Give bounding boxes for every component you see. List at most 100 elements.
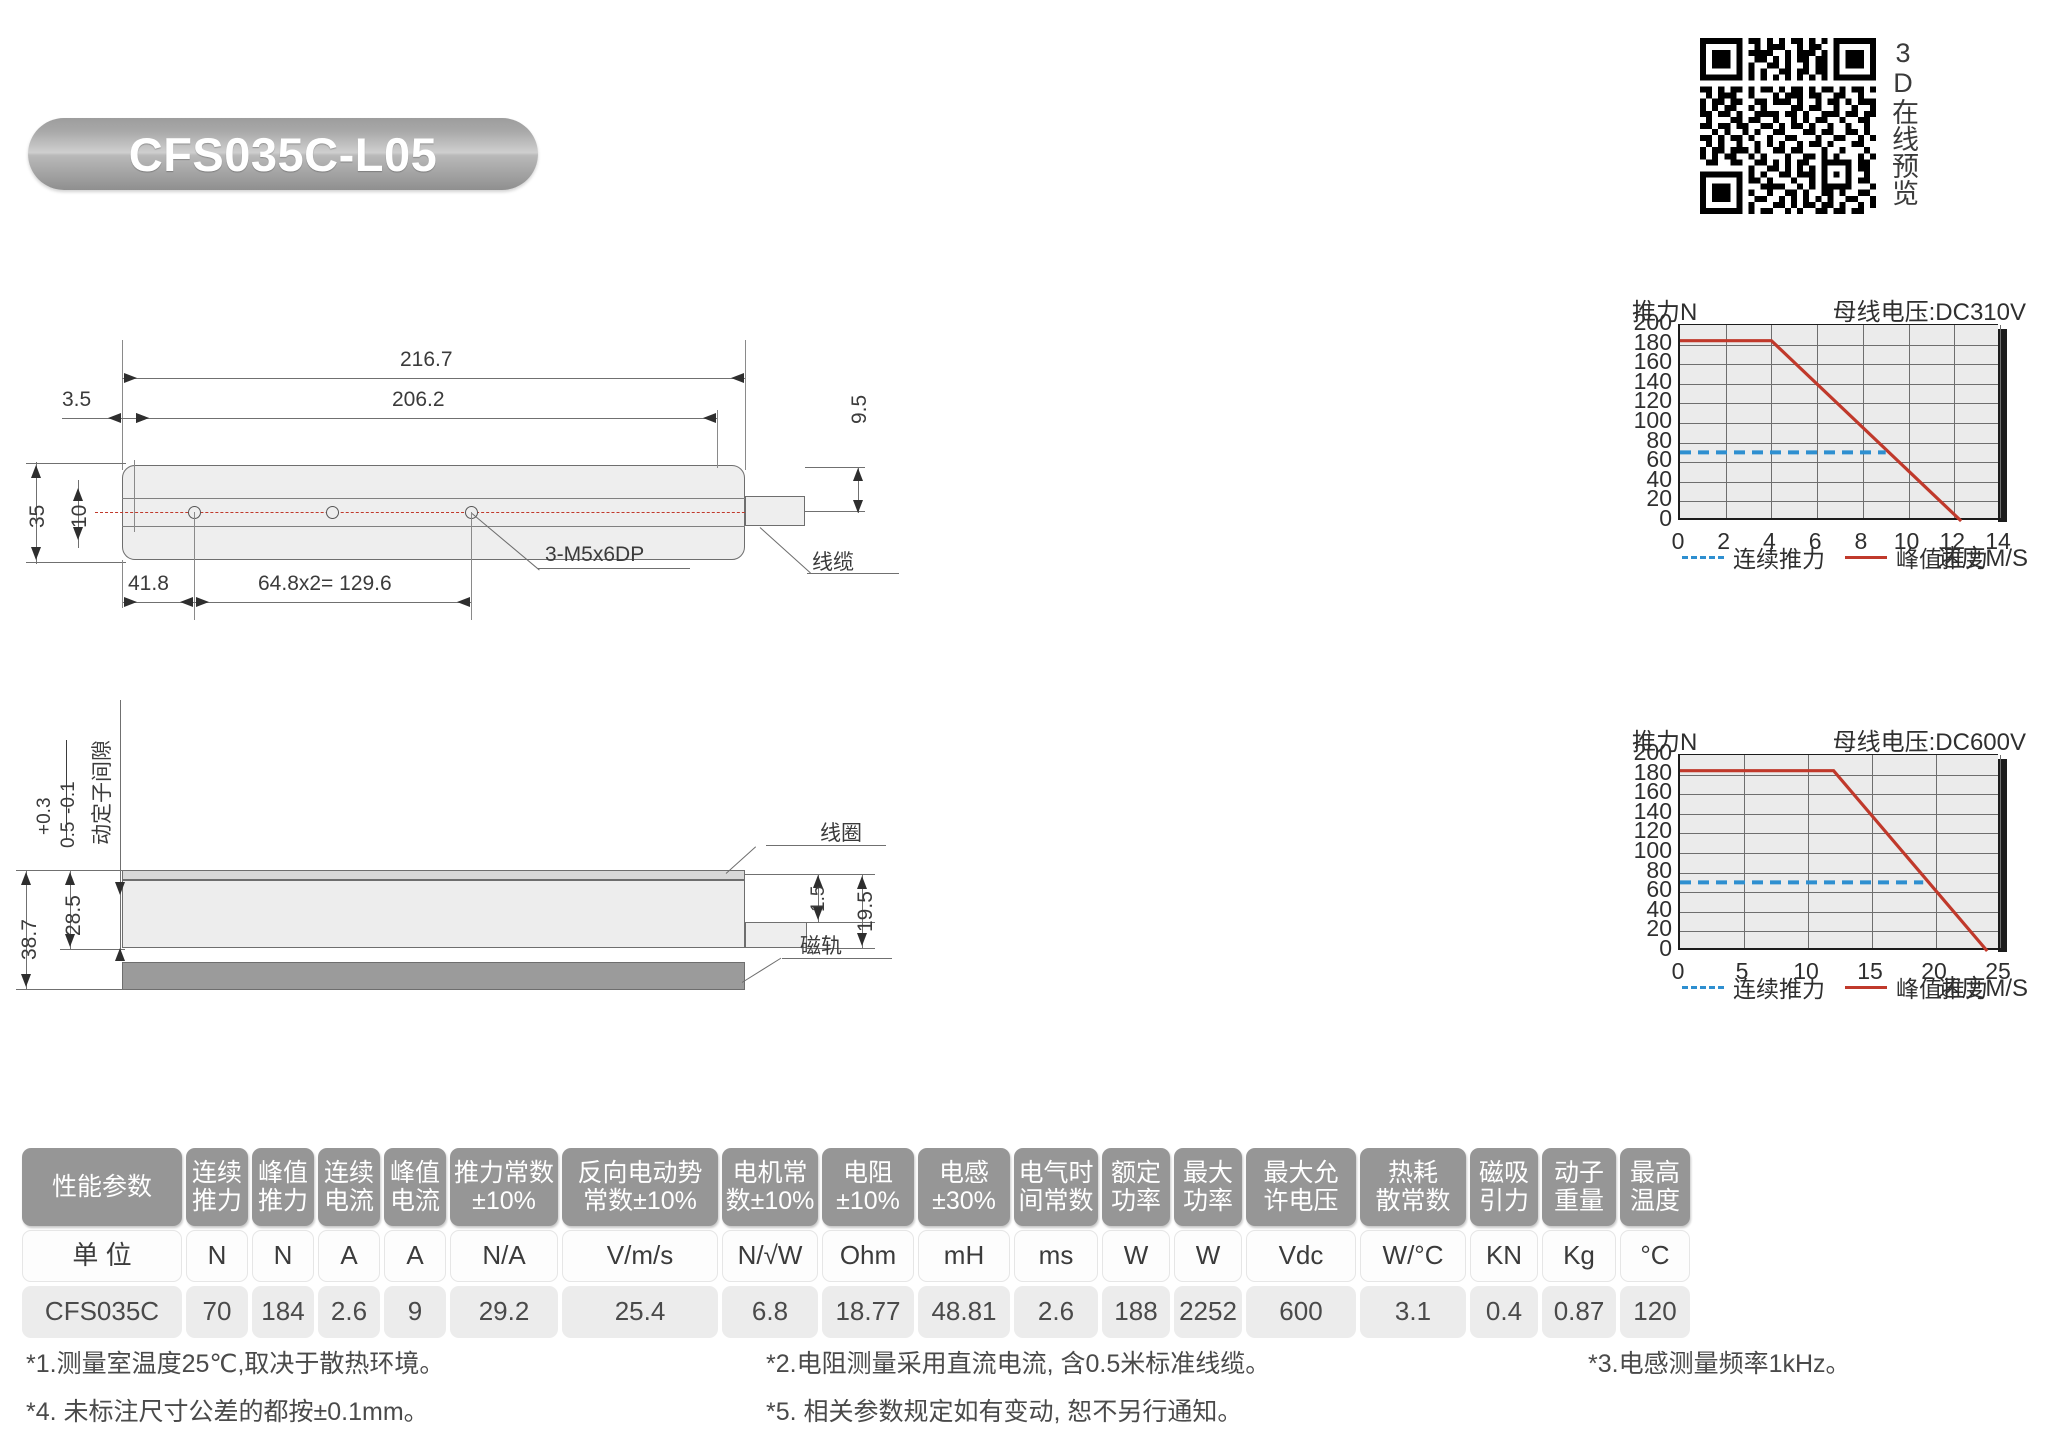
spec-header-line: 连续: [323, 1159, 374, 1187]
legend-peak-force: 峰值推力: [1896, 546, 1988, 572]
spec-header-line: 散常数: [1375, 1187, 1451, 1215]
x-axis-tick-label: 0: [1671, 958, 1685, 984]
qr-code-icon[interactable]: [1700, 38, 1876, 214]
y-axis-tick-label: 160: [1633, 778, 1672, 805]
magnet-leader: [741, 957, 782, 983]
spec-unit-cell: W/°C: [1360, 1230, 1466, 1282]
ext-38-7-top: [16, 870, 126, 871]
dim-tab-offset: 19.5: [854, 891, 877, 932]
y-axis-tick-label: 200: [1633, 309, 1672, 335]
y-axis-tick-label: 140: [1633, 367, 1672, 394]
arrow-up: [31, 465, 41, 478]
arrow-up: [813, 875, 823, 888]
y-axis-tick-label: 40: [1646, 895, 1672, 922]
spec-header-cell: 推力常数 ±10%: [450, 1148, 558, 1226]
footnote-4: *4. 未标注尺寸公差的都按±0.1mm。: [26, 1398, 429, 1426]
spec-unit-cell: N: [252, 1230, 314, 1282]
dim-overall-length: 216.7: [400, 348, 453, 371]
y-axis-tick-label: 100: [1633, 837, 1672, 863]
spec-header-line: ±10%: [472, 1187, 536, 1215]
inner-edge-line-upper: [122, 498, 745, 499]
dim-line-9-5: [858, 467, 859, 513]
spec-column: 额定 功率 W 188: [1102, 1148, 1170, 1338]
arrow-up: [21, 872, 31, 885]
spec-header-line: 磁吸: [1478, 1159, 1529, 1187]
chart2-3d-shadow: [1998, 759, 2007, 952]
spec-header-line: 最大: [1182, 1159, 1233, 1187]
center-axis-line: [95, 512, 785, 513]
top-view-drawing: 216.7 206.2 3.5 35 10 41.8 64.8x2= 129.6…: [0, 340, 900, 640]
spec-header-line: 重量: [1553, 1187, 1604, 1215]
y-axis-tick-label: 100: [1633, 407, 1672, 433]
gridline-vertical: [1908, 325, 1910, 518]
legend-continuous-force: 连续推力: [1733, 976, 1825, 1002]
arrow-right: [124, 597, 137, 607]
dim-line-41-8: [122, 602, 194, 603]
x-axis-tick-label: 15: [1857, 958, 1883, 984]
ext-line-206-right: [717, 410, 718, 468]
mounting-hole: [326, 506, 339, 519]
chart1-x-axis-title: 速度M/S: [1937, 545, 2028, 572]
spec-header-line: 间常数: [1018, 1187, 1094, 1215]
spec-value-cell: 29.2: [450, 1286, 558, 1338]
gridline-vertical: [1954, 325, 1956, 518]
chart-series-layer: [1680, 339, 1963, 523]
gridline-horizontal: [1680, 892, 1998, 894]
spec-column: 推力常数 ±10% N/A 29.2: [450, 1148, 558, 1338]
ext-9-5-top: [805, 467, 865, 468]
gridline-vertical: [2000, 325, 2001, 518]
spec-header-cell: 最大允 许电压: [1246, 1148, 1356, 1226]
ext-35-bottom: [26, 562, 126, 563]
cable-leader: [759, 527, 811, 574]
dim-inner-height-10: 10: [68, 504, 91, 528]
dim-line-1-5: [818, 874, 819, 922]
arrow-down: [31, 547, 41, 560]
spec-header-cell: 峰值 电流: [384, 1148, 446, 1226]
spec-header-line: 最高: [1629, 1159, 1680, 1187]
x-axis-tick-label: 0: [1671, 528, 1685, 554]
gridline-horizontal: [1680, 833, 1998, 835]
spec-unit-cell: mH: [918, 1230, 1010, 1282]
arrow-down: [65, 934, 75, 947]
dim-height-35: 35: [26, 504, 49, 528]
arrow-left: [108, 413, 121, 423]
chart2-bus-voltage-title: 母线电压:DC600V: [1832, 729, 2026, 756]
spec-header-cell: 反向电动势 常数±10%: [562, 1148, 718, 1226]
spec-unit-cell: Kg: [1542, 1230, 1616, 1282]
dim-line-19-5: [862, 874, 863, 948]
cable-leader-underline: [807, 573, 899, 574]
spec-column: 电气时 间常数 ms 2.6: [1014, 1148, 1098, 1338]
arrow-right: [124, 373, 137, 383]
series-peak-force: [1680, 769, 1989, 953]
y-axis-tick-label: 60: [1646, 446, 1672, 473]
spec-header-line: 功率: [1110, 1187, 1161, 1215]
arrow-left: [703, 413, 716, 423]
arrow-down: [21, 974, 31, 987]
y-axis-tick-label: 80: [1646, 426, 1672, 453]
dim-line-10: [78, 480, 79, 548]
spec-column: 动子 重量 Kg 0.87: [1542, 1148, 1616, 1338]
spec-value-cell: 600: [1246, 1286, 1356, 1338]
spec-header-line: 峰值: [389, 1159, 440, 1187]
spec-header-line: 峰值: [257, 1159, 308, 1187]
gridline-vertical: [1872, 755, 1873, 948]
y-axis-tick-label: 60: [1646, 876, 1672, 903]
gridline-horizontal: [1680, 501, 1998, 503]
ext-35-top: [26, 463, 126, 464]
y-axis-tick-label: 0: [1659, 505, 1672, 531]
gridline-vertical: [1744, 755, 1745, 948]
page-title: CFS035C-L05: [128, 127, 438, 181]
spec-unit-cell: N/A: [450, 1230, 558, 1282]
spec-unit-cell: V/m/s: [562, 1230, 718, 1282]
x-axis-tick-label: 25: [1985, 958, 2011, 984]
spec-column: 反向电动势 常数±10% V/m/s 25.4: [562, 1148, 718, 1338]
x-axis-tick-label: 4: [1763, 528, 1776, 554]
qr-preview-block[interactable]: 3D在线预览: [1700, 38, 1918, 214]
dim-body-length: 206.2: [392, 388, 445, 411]
x-axis-tick-label: 6: [1808, 528, 1822, 554]
chart1-3d-shadow: [1998, 329, 2007, 522]
y-axis-tick-label: 20: [1646, 915, 1672, 942]
y-axis-tick-label: 40: [1646, 465, 1672, 492]
spec-unit-cell: Vdc: [1246, 1230, 1356, 1282]
footnote-2: *2.电阻测量采用直流电流, 含0.5米标准线缆。: [766, 1350, 1271, 1378]
